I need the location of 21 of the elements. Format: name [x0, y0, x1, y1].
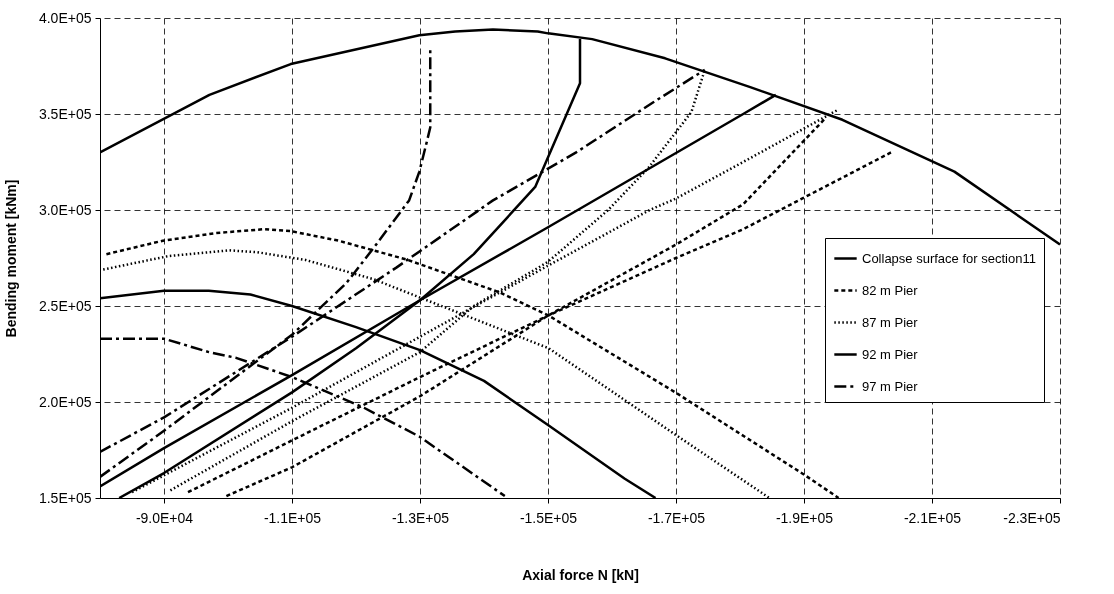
y-tick-label: 1.5E+05	[38, 489, 92, 506]
y-tick-label: 2.0E+05	[38, 393, 92, 410]
x-tick-label: -9.0E+04	[135, 509, 194, 526]
x-axis-title: Axial force N [kN]	[522, 566, 639, 583]
legend-label: 97 m Pier	[862, 378, 919, 394]
y-tick-label: 3.0E+05	[38, 201, 92, 218]
legend-label: Collapse surface for section11	[862, 250, 1036, 266]
x-tick-label: -2.1E+05	[903, 509, 962, 526]
x-tick-label: -1.7E+05	[647, 509, 706, 526]
legend-label: 87 m Pier	[862, 314, 919, 330]
x-tick-label: -2.3E+05	[1003, 509, 1061, 526]
legend-label: 82 m Pier	[862, 282, 919, 298]
x-tick-label: -1.9E+05	[775, 509, 834, 526]
x-tick-label: -1.1E+05	[263, 509, 322, 526]
y-tick-label: 4.0E+05	[38, 9, 92, 26]
y-tick-label: 3.5E+05	[38, 105, 92, 122]
y-axis-title: Bending moment [kNm]	[2, 179, 19, 338]
legend-label: 92 m Pier	[862, 346, 919, 362]
x-tick-label: -1.3E+05	[391, 509, 450, 526]
x-tick-label: -1.5E+05	[519, 509, 578, 526]
y-tick-label: 2.5E+05	[38, 297, 92, 314]
